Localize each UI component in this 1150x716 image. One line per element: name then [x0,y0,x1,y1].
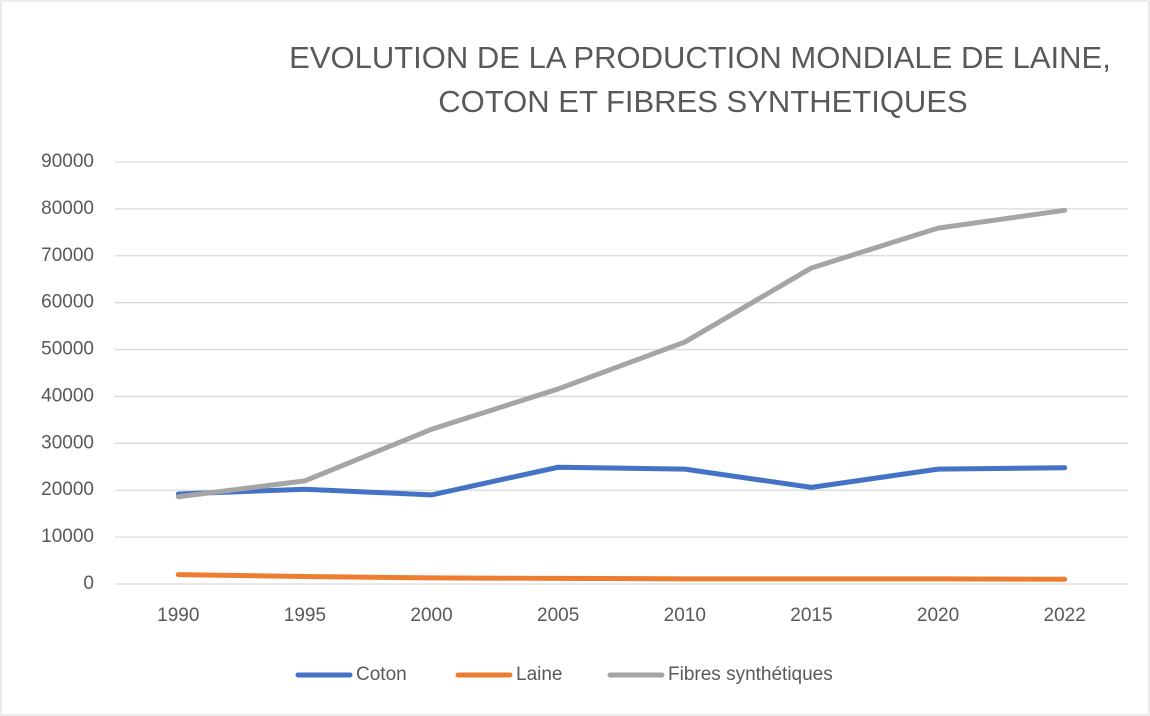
legend-label: Coton [356,664,407,685]
y-tick-label: 30000 [41,432,94,453]
line-series [175,572,1068,582]
line-series [175,464,1068,498]
x-tick-label: 2020 [917,605,959,626]
chart-title: EVOLUTION DE LA PRODUCTION MONDIALE DE L… [289,40,1111,75]
line-series [175,207,1068,500]
y-tick-label: 0 [83,573,94,594]
x-tick-label: 2022 [1044,605,1086,626]
y-tick-label: 10000 [41,526,94,547]
y-tick-label: 80000 [41,198,94,219]
legend-label: Laine [516,664,563,685]
x-tick-label: 2000 [410,605,452,626]
legend-label: Fibres synthétiques [668,664,833,685]
x-tick-label: 1990 [157,605,199,626]
y-tick-label: 40000 [41,385,94,406]
y-tick-label: 70000 [41,245,94,266]
x-tick-label: 2010 [664,605,706,626]
y-tick-label: 60000 [41,292,94,313]
chart-title: COTON ET FIBRES SYNTHETIQUES [438,84,967,119]
x-tick-label: 1995 [284,605,326,626]
y-tick-label: 90000 [41,151,94,172]
y-tick-label: 50000 [41,339,94,360]
x-tick-label: 2005 [537,605,579,626]
x-tick-label: 2015 [790,605,832,626]
y-tick-label: 20000 [41,479,94,500]
